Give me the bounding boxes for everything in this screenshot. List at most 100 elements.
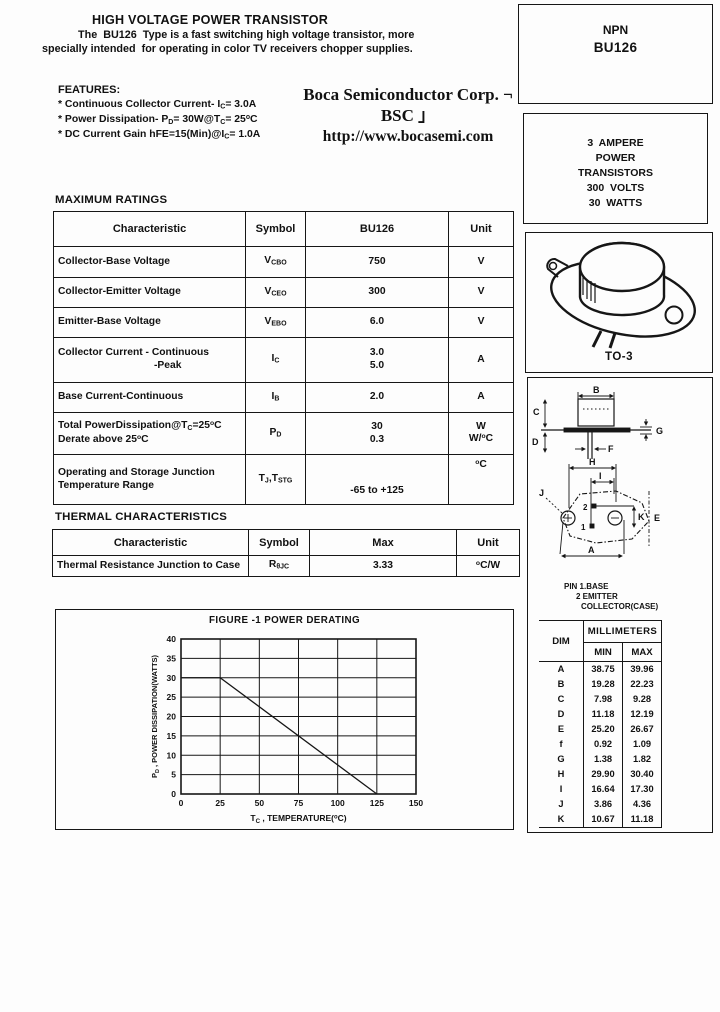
symbol-cell: IC [245,337,306,383]
dims-box: B C D F G [527,377,713,833]
dim-min-value: 29.90 [583,767,623,782]
dim-row: B 19.28 22.23 [539,677,662,692]
dim-row: D 11.18 12.19 [539,707,662,722]
dim-row: I 16.64 17.30 [539,782,662,797]
feature-item: * Continuous Collector Current- IC= 3.0A [58,99,257,111]
package-box: TO-3 [525,232,713,373]
svg-text:75: 75 [294,798,304,808]
dim-max-value: 11.18 [630,814,654,824]
unit-cell: A [448,337,514,383]
symbol-cell: VCBO [245,246,306,278]
dim-min-value: 1.38 [583,752,623,767]
summary-line: 30 WATTS [588,197,643,209]
table-row: Operating and Storage Junction Temperatur… [53,454,514,505]
summary-box: 3 AMPERE POWER TRANSISTORS 300 VOLTS 30 … [523,113,708,224]
value-cell: 750 [305,246,449,278]
dim-row: f 0.92 1.09 [539,737,662,752]
unit-cell: V [448,246,514,278]
characteristic-cell: Operating and Storage Junction Temperatur… [53,454,246,505]
symbol-cell: IB [245,382,306,413]
company-name: Boca Semiconductor Corp. ¬ [303,85,513,104]
dim-label-d: D [532,437,539,447]
symbol-cell: RθJC [248,555,310,577]
figure-box: FIGURE -1 POWER DERATING 0 25 50 75 100 125 15… [55,609,514,830]
thermal-heading: THERMAL CHARACTERISTICS [55,511,228,523]
dim-label-j: J [539,488,544,498]
table-row: Collector Current - Continuous -Peak IC 3… [53,337,514,383]
polarity-label: NPN [602,23,629,37]
dim-min-value: 25.20 [583,722,623,737]
unit-cell: V [448,277,514,308]
dim-label-g: G [656,426,663,436]
svg-text:25: 25 [215,798,225,808]
svg-text:35: 35 [167,653,177,663]
dim-min-value: 11.18 [583,707,623,722]
dim-row: E 25.20 26.67 [539,722,662,737]
dim-letter: f [539,737,584,752]
part-number-label: BU126 [593,40,638,55]
value-cell: 3.33 [309,555,457,577]
symbol-cell: PD [245,412,306,455]
col-header-symbol: Symbol [248,529,310,556]
symbol-cell: VEBO [245,307,306,338]
characteristic-cell: Base Current-Continuous [53,382,246,413]
summary-line: TRANSISTORS [577,167,654,179]
table-header-row: Characteristic Symbol BU126 Unit [53,211,514,247]
dim-label-b: B [593,385,600,395]
dim-label-f: F [608,444,614,454]
dim-min-value: 3.86 [583,797,623,812]
dim-max-value: 1.09 [632,739,652,749]
feature-item: * DC Current Gain hFE=15(Min)@IC= 1.0A [58,129,261,141]
dim-label-e: E [654,513,660,523]
company-url: http://www.bocasemi.com [322,128,494,145]
page-title: HIGH VOLTAGE POWER TRANSISTOR [92,13,328,27]
dim-max-value: 26.67 [630,724,654,734]
dim-label-k: K [638,512,645,522]
col-header-characteristic: Characteristic [53,211,246,247]
dim-max-value: 30.40 [630,769,654,779]
col-header-max: Max [309,529,457,556]
pin-legend-line: PIN 1.BASE [564,582,609,591]
svg-text:100: 100 [331,798,345,808]
symbol-cell: TJ,TSTG [245,454,306,505]
dim-label-a: A [588,545,595,555]
svg-text:40: 40 [167,634,177,644]
value-cell: 3.0 5.0 [305,337,449,383]
table-row: Base Current-Continuous IB 2.0 A [53,382,514,413]
bottom-view-drawing: H I J 2 1 K E A [539,458,660,559]
y-axis-label: PD , POWER DISSIPATION(WATTS) [150,654,161,778]
dim-max-value: 4.36 [632,799,652,809]
side-view-drawing: B C D F G [532,385,663,459]
svg-text:0: 0 [179,798,184,808]
dim-letter: B [539,677,584,692]
dim-table-header-row: DIM MILLIMETERS [539,620,662,662]
unit-cell: W W/oC [448,412,514,455]
col-header-unit: Unit [456,529,520,556]
millimeters-header: MILLIMETERS [583,620,662,643]
dim-label-h: H [589,458,596,467]
features-heading: FEATURES: [58,84,121,96]
col-header-bu126: BU126 [305,211,449,247]
svg-text:10: 10 [167,750,177,760]
dim-label-c: C [533,407,540,417]
svg-text:25: 25 [167,692,177,702]
summary-line: 3 AMPERE [587,137,644,149]
thermal-table: Characteristic Symbol Max Unit Thermal R… [52,529,520,577]
dim-letter: G [539,752,584,767]
max-col-header: MAX [622,642,662,662]
table-header-row: Characteristic Symbol Max Unit [52,529,520,556]
col-header-symbol: Symbol [245,211,306,247]
value-cell: 6.0 [305,307,449,338]
value-cell: 2.0 [305,382,449,413]
col-header-unit: Unit [448,211,514,247]
description-line-2: specially intended for operating in colo… [42,43,413,55]
svg-text:150: 150 [409,798,423,808]
table-row: Thermal Resistance Junction to Case RθJC… [52,555,520,577]
characteristic-cell: Collector-Base Voltage [53,246,246,278]
dim-max-value: 1.82 [632,754,652,764]
svg-text:5: 5 [171,770,176,780]
dim-max-value: 12.19 [630,709,654,719]
pin-legend: PIN 1.BASE 2 EMITTER COLLECTOR(CASE) [528,582,658,612]
characteristic-cell: Thermal Resistance Junction to Case [52,555,249,577]
dim-letter: C [539,692,584,707]
